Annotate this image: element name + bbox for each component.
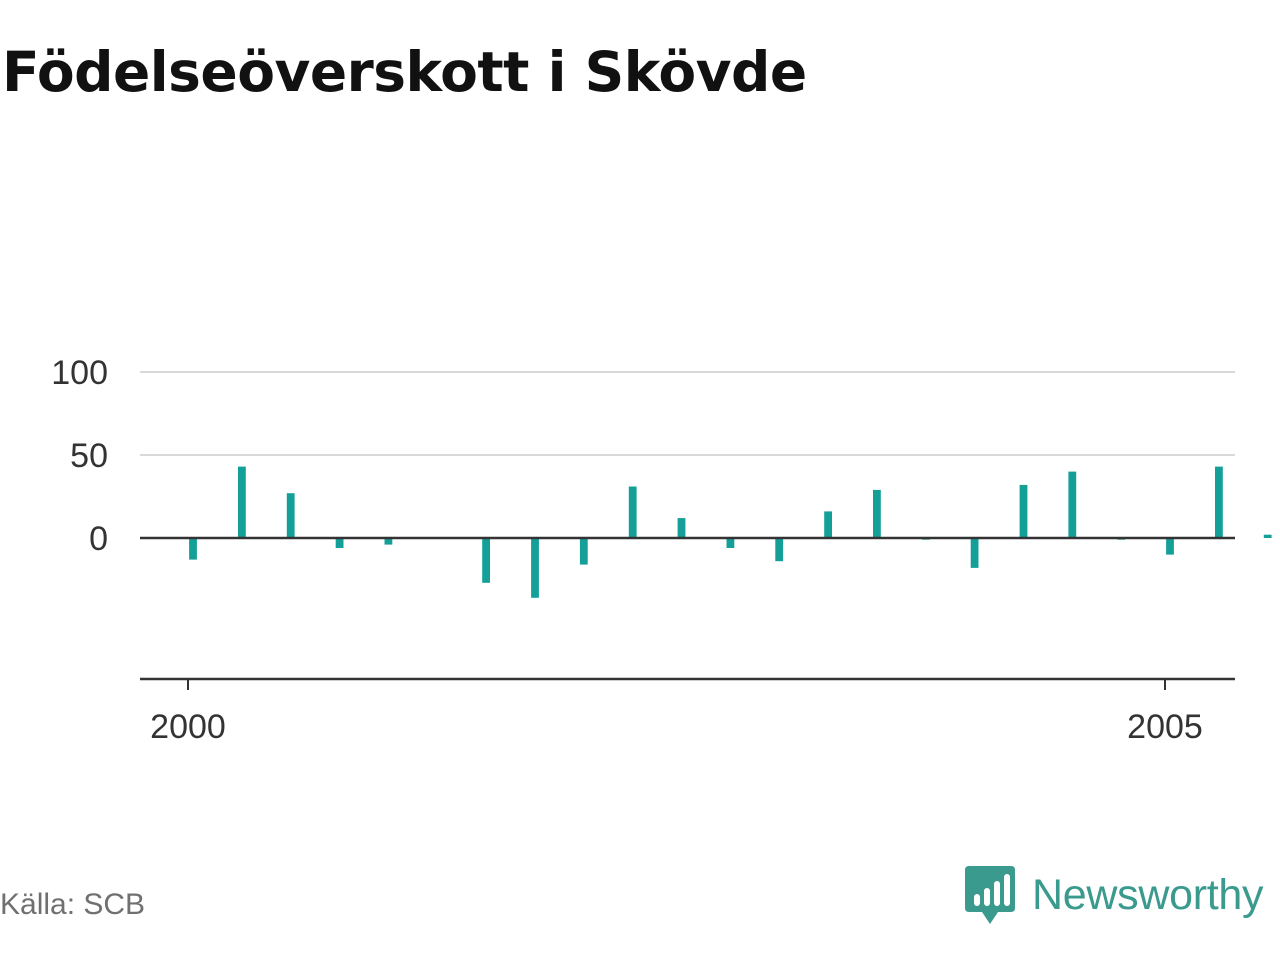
bar — [335, 538, 344, 548]
bar — [1215, 466, 1223, 538]
bar — [873, 489, 881, 538]
brand-logo: Newsworthy — [964, 864, 1263, 926]
bar — [384, 538, 393, 545]
y-tick-labels: 0 50 100 — [51, 354, 108, 558]
bar — [824, 511, 832, 538]
bar — [531, 538, 539, 598]
bar — [1166, 538, 1174, 555]
bar — [970, 538, 979, 568]
x-tick-label-2005: 2005 — [1127, 708, 1203, 746]
bar — [238, 466, 246, 538]
bar — [579, 538, 588, 565]
bars — [189, 466, 1272, 598]
bar — [482, 538, 490, 583]
bar — [628, 486, 637, 538]
gridlines — [140, 371, 1235, 456]
newsworthy-icon — [965, 866, 1015, 924]
bar — [1068, 471, 1077, 538]
bar — [189, 538, 197, 560]
brand-name: Newsworthy — [1032, 870, 1264, 919]
bar — [726, 538, 735, 548]
y-tick-label-50: 50 — [70, 437, 108, 475]
axes — [140, 536, 1235, 690]
x-tick-labels: 200020052010201520202025 — [150, 708, 1203, 746]
source-note: Källa: SCB — [0, 888, 146, 921]
y-tick-label-100: 100 — [51, 354, 108, 392]
bar — [677, 518, 686, 538]
bar — [775, 538, 784, 562]
chart-title: Födelseöverskott i Skövde — [2, 40, 807, 104]
x-tick-label-2000: 2000 — [150, 708, 226, 746]
bar — [1263, 534, 1272, 538]
bar — [1019, 484, 1028, 538]
y-tick-label-0: 0 — [89, 520, 108, 558]
bar — [286, 493, 295, 538]
